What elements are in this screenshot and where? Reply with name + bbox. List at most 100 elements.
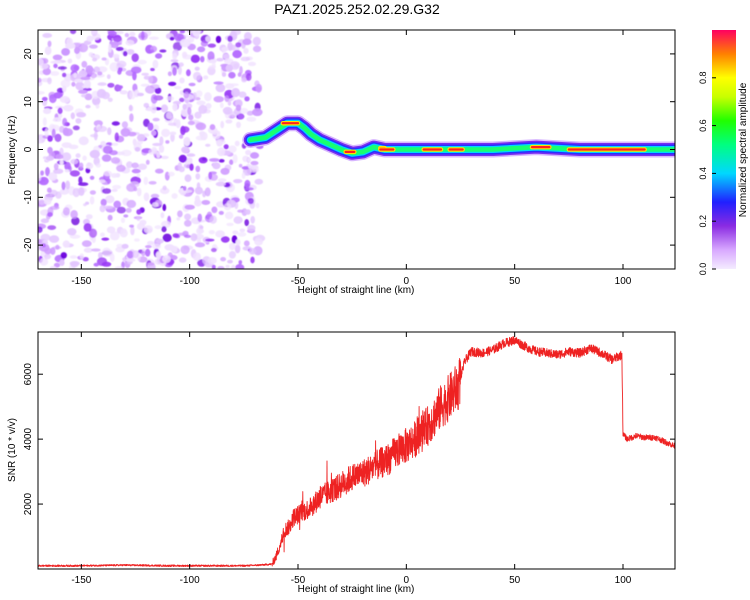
noise-blob — [41, 96, 48, 102]
noise-blob — [131, 53, 139, 62]
noise-blob — [254, 178, 264, 185]
noise-blob — [233, 179, 243, 184]
noise-blob — [47, 77, 52, 85]
noise-blob — [100, 232, 105, 237]
spectrogram-x-ticks: -150 -100 -50 0 50 100 — [71, 30, 632, 287]
noise-blob — [78, 89, 88, 94]
noise-blob — [172, 67, 177, 76]
noise-blob — [78, 187, 85, 196]
noise-blob — [103, 205, 114, 209]
noise-blob — [121, 121, 128, 129]
noise-blob — [194, 111, 202, 119]
noise-blob — [141, 248, 146, 252]
noise-blob — [156, 151, 161, 158]
noise-blob — [233, 216, 243, 224]
noise-blob — [213, 96, 224, 103]
noise-blob — [184, 213, 192, 221]
noise-field — [38, 30, 266, 269]
noise-blob — [184, 219, 192, 227]
noise-blob — [220, 236, 230, 243]
x-tick-label: 100 — [615, 575, 632, 586]
noise-blob — [156, 250, 162, 260]
noise-blob — [159, 136, 164, 146]
noise-blob — [170, 59, 179, 63]
noise-blob — [136, 187, 142, 197]
noise-blob — [204, 92, 212, 102]
y-tick-label: 10 — [23, 96, 34, 108]
noise-blob — [152, 243, 161, 250]
noise-blob — [125, 39, 135, 46]
noise-blob — [162, 185, 167, 191]
noise-blob — [152, 117, 160, 122]
noise-blob — [137, 92, 144, 97]
noise-blob — [192, 92, 197, 101]
noise-blob — [223, 144, 229, 150]
noise-blob — [245, 73, 252, 81]
noise-blob — [238, 260, 243, 265]
noise-blob — [74, 78, 84, 83]
noise-blob — [230, 30, 241, 36]
x-tick-label: -50 — [291, 276, 306, 287]
noise-blob — [178, 166, 185, 173]
noise-blob — [165, 140, 170, 144]
noise-blob — [79, 253, 85, 260]
noise-blob — [61, 152, 72, 162]
noise-blob — [57, 107, 63, 115]
noise-blob — [211, 61, 216, 69]
noise-blob — [252, 45, 262, 53]
noise-blob — [244, 187, 254, 191]
noise-blob — [62, 85, 67, 93]
noise-blob — [70, 210, 78, 219]
noise-blob — [50, 71, 60, 76]
noise-blob — [91, 248, 101, 252]
noise-blob — [107, 97, 113, 103]
noise-blob — [215, 181, 226, 187]
noise-blob — [98, 252, 103, 259]
noise-blob — [202, 157, 207, 161]
noise-blob — [225, 119, 233, 124]
noise-blob — [72, 125, 80, 131]
noise-blob — [111, 142, 119, 146]
noise-blob — [245, 149, 252, 156]
noise-blob — [54, 105, 65, 109]
noise-blob — [184, 204, 195, 210]
noise-blob — [172, 41, 183, 51]
noise-blob — [137, 163, 147, 170]
noise-blob — [209, 158, 220, 162]
noise-blob — [245, 209, 251, 215]
noise-blob — [38, 139, 42, 144]
noise-blob — [67, 228, 77, 236]
noise-blob — [179, 30, 186, 34]
noise-blob — [249, 168, 259, 173]
noise-blob — [244, 96, 250, 102]
noise-blob — [241, 77, 247, 83]
noise-blob — [176, 217, 181, 221]
noise-blob — [40, 170, 44, 176]
noise-blob — [160, 212, 165, 219]
noise-blob — [70, 112, 76, 120]
noise-blob — [83, 223, 92, 232]
noise-blob — [229, 159, 234, 165]
noise-blob — [90, 72, 97, 79]
noise-blob — [234, 140, 240, 147]
noise-blob — [96, 88, 107, 99]
noise-blob — [172, 233, 180, 238]
colorbar-tick-label: 0.0 — [698, 263, 708, 276]
noise-blob — [49, 265, 57, 269]
noise-blob — [61, 142, 72, 149]
spectral-ridge — [242, 115, 675, 162]
noise-blob — [111, 173, 118, 178]
noise-blob — [243, 47, 249, 54]
noise-blob — [155, 53, 163, 59]
noise-blob — [54, 133, 62, 142]
noise-blob — [160, 104, 169, 113]
noise-blob — [90, 134, 99, 138]
noise-blob — [116, 164, 126, 172]
noise-blob — [86, 35, 94, 42]
noise-blob — [227, 42, 233, 51]
noise-blob — [178, 154, 187, 163]
noise-blob — [228, 251, 236, 259]
noise-blob — [205, 103, 212, 109]
noise-blob — [89, 196, 95, 205]
noise-blob — [78, 70, 88, 78]
